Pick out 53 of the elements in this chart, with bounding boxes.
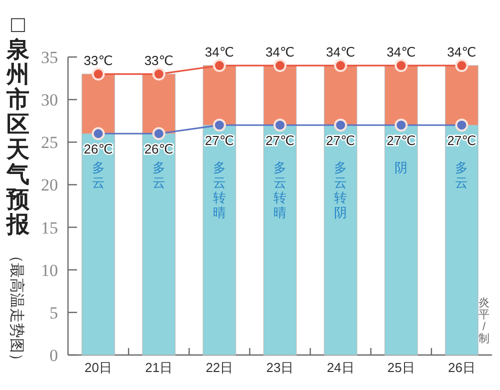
data-label: 27℃: [204, 133, 234, 148]
text: （最高温走势图）: [8, 248, 25, 368]
point: [394, 59, 408, 72]
point: [212, 118, 226, 132]
x-tick-label: 26日: [448, 360, 476, 375]
y-tick-label: 30: [41, 90, 58, 110]
annotation: 多云: [92, 160, 105, 190]
x-tick-label: 25日: [387, 360, 415, 375]
data-label: 34℃: [265, 44, 295, 60]
y-tick-label: 0: [50, 346, 58, 365]
data-label: 26℃: [144, 142, 174, 157]
chart-title: □泉州市区天气预报: [6, 11, 30, 237]
y-tick-label: 25: [41, 133, 58, 152]
x-tick-label: 23日: [266, 360, 294, 375]
point: [92, 68, 105, 81]
y-tick-label: 15: [41, 218, 58, 238]
point: [334, 59, 348, 72]
data-label: 27℃: [447, 133, 476, 148]
data-label: 33℃: [144, 53, 174, 68]
data-label: 27℃: [265, 133, 295, 148]
annotation: 多云转晴: [274, 160, 286, 220]
y-tick-label: 5: [50, 303, 58, 322]
data-label: 34℃: [447, 44, 476, 60]
point: [455, 59, 468, 72]
data-label: 27℃: [386, 133, 416, 148]
point: [212, 59, 226, 72]
annotation: 多云转阴: [334, 160, 348, 220]
data-label: 34℃: [386, 44, 416, 60]
annotation: 多云: [152, 160, 166, 190]
annotation: 多云: [455, 160, 468, 190]
data-label: 33℃: [84, 53, 113, 68]
point: [152, 127, 166, 140]
point: [394, 118, 408, 132]
data-label: 26℃: [84, 142, 113, 157]
y-tick-label: 10: [41, 260, 58, 280]
point: [334, 118, 348, 132]
x-tick-label: 24日: [326, 360, 354, 375]
annotation: 阴: [394, 160, 408, 175]
y-tick-label: 35: [41, 48, 58, 67]
point: [455, 118, 468, 132]
annotation: 多云转晴: [212, 160, 226, 220]
data-label: 27℃: [326, 133, 356, 148]
annotation: 炎平/制: [478, 297, 490, 345]
point: [274, 118, 286, 132]
y-tick-label: 20: [41, 176, 58, 195]
x-tick-label: 22日: [206, 360, 234, 375]
x-tick-label: 21日: [145, 360, 173, 375]
data-label: 34℃: [326, 44, 356, 60]
x-tick-label: 20日: [84, 360, 112, 375]
point: [92, 127, 105, 140]
point: [274, 59, 286, 72]
point: [152, 68, 166, 81]
data-label: 34℃: [204, 44, 234, 60]
